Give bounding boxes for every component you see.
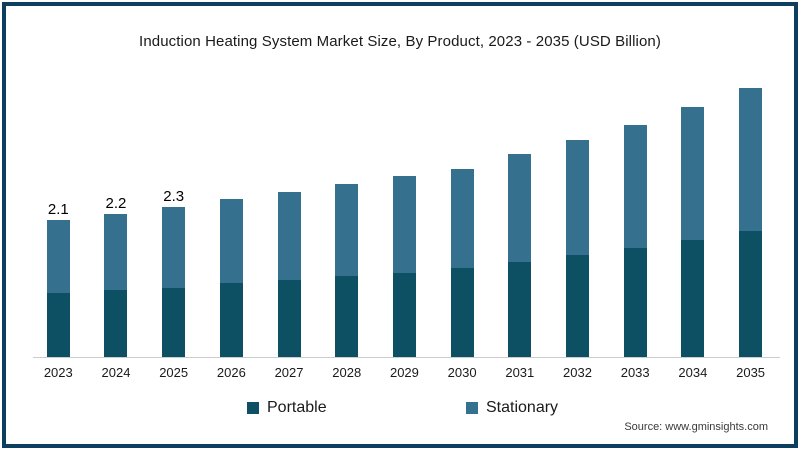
- bar-column-2027: [277, 192, 301, 357]
- bar-segment-portable: [739, 230, 763, 357]
- bar-column-2032: [566, 139, 589, 357]
- plot-area: 2.1 2023 2.2 2024 2.3 2025 2026 2027 2028 2029 203…: [6, 6, 794, 444]
- bar-column-2034: [681, 107, 705, 357]
- bar-segment-stationary: [566, 139, 589, 255]
- x-axis-label-2030: 2030: [447, 365, 477, 380]
- x-axis-label-2023: 2023: [43, 365, 73, 380]
- bar-segment-portable: [681, 239, 705, 357]
- x-axis-label-2026: 2026: [216, 365, 246, 380]
- x-axis-label-2035: 2035: [736, 365, 766, 380]
- bar-column-2023: [46, 220, 70, 357]
- bar-segment-stationary: [46, 220, 70, 294]
- legend-label-portable: Portable: [267, 399, 327, 416]
- x-axis-label-2027: 2027: [274, 365, 304, 380]
- bar-segment-stationary: [681, 107, 705, 240]
- bar-segment-stationary: [335, 184, 359, 277]
- bar-column-2028: [335, 184, 359, 357]
- bar-column-2035: [739, 88, 763, 357]
- legend: Portable Stationary: [6, 399, 794, 419]
- x-axis-label-2029: 2029: [389, 365, 419, 380]
- bar-total-label-2023: 2.1: [47, 201, 69, 219]
- bar-column-2025: [162, 207, 186, 357]
- bar-segment-stationary: [739, 88, 763, 231]
- chart-title: Induction Heating System Market Size, By…: [139, 33, 661, 50]
- x-axis-label-2034: 2034: [678, 365, 708, 380]
- bar-total-label-2024: 2.2: [105, 194, 127, 212]
- source-text: Source: www.gminsights.com: [624, 421, 768, 433]
- bar-segment-stationary: [104, 213, 128, 291]
- bar-column-2024: [104, 213, 128, 357]
- x-axis-label-2032: 2032: [563, 365, 592, 380]
- bar-segment-portable: [46, 293, 70, 357]
- portable-swatch-icon: [247, 402, 259, 414]
- bar-segment-stationary: [392, 176, 416, 273]
- bar-segment-portable: [104, 290, 128, 357]
- bar-column-2030: [450, 168, 474, 357]
- stationary-swatch-icon: [466, 402, 478, 414]
- x-axis-label-2028: 2028: [332, 365, 362, 380]
- x-axis-label-2025: 2025: [159, 365, 189, 380]
- bar-segment-stationary: [219, 199, 243, 284]
- bar-segment-portable: [508, 261, 532, 357]
- bar-segment-stationary: [162, 207, 186, 288]
- bar-segment-stationary: [623, 124, 647, 249]
- legend-label-stationary: Stationary: [486, 399, 559, 416]
- bar-segment-portable: [277, 280, 301, 357]
- bar-column-2029: [392, 176, 416, 357]
- bar-column-2033: [623, 124, 647, 357]
- bar-segment-stationary: [450, 168, 474, 269]
- bar-segment-portable: [219, 283, 243, 357]
- bar-segment-portable: [450, 268, 474, 357]
- bar-column-2026: [219, 199, 243, 357]
- legend-item-stationary: Stationary: [466, 399, 558, 417]
- bar-segment-portable: [162, 287, 186, 357]
- x-axis-label-2033: 2033: [620, 365, 650, 380]
- bar-segment-portable: [392, 272, 416, 357]
- x-axis-label-2024: 2024: [101, 365, 131, 380]
- bar-segment-portable: [623, 248, 647, 357]
- bar-segment-stationary: [277, 192, 301, 281]
- bar-segment-stationary: [508, 154, 532, 262]
- bar-segment-portable: [335, 276, 359, 357]
- x-axis-line: [33, 357, 780, 358]
- bar-total-label-2025: 2.3: [163, 188, 185, 206]
- legend-item-portable: Portable: [247, 399, 327, 417]
- bar-segment-portable: [566, 254, 589, 357]
- x-axis-label-2031: 2031: [505, 365, 535, 380]
- bar-column-2031: [508, 154, 532, 357]
